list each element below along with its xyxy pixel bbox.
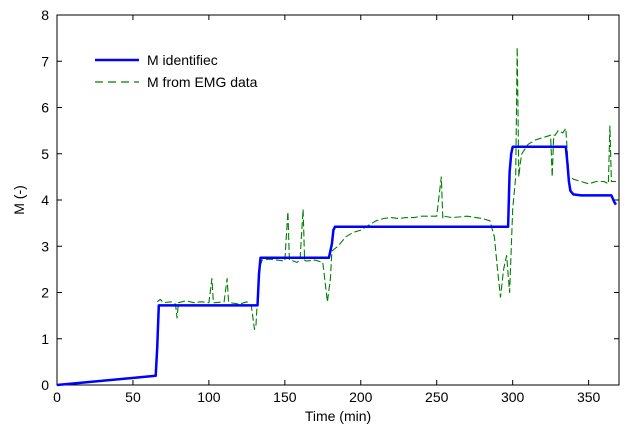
- x-tick-label: 200: [349, 389, 373, 405]
- x-tick-label: 250: [425, 389, 449, 405]
- x-axis-label: Time (min): [305, 408, 371, 424]
- y-tick-label: 4: [41, 192, 49, 208]
- x-tick-label: 350: [577, 389, 601, 405]
- series-line-m-emg: [156, 46, 616, 331]
- y-tick-label: 2: [41, 285, 49, 301]
- y-tick-label: 7: [41, 53, 49, 69]
- x-axis: 0 50 100 150 200 250 300 350: [53, 15, 601, 405]
- legend-label-solid: M identifiec: [147, 52, 218, 68]
- legend: M identifiec M from EMG data: [95, 52, 258, 90]
- series-line-m-identified: [56, 145, 618, 387]
- y-axis: 0 1 2 3 4 5 6 7 8: [41, 7, 619, 393]
- y-tick-label: 8: [41, 7, 49, 23]
- y-tick-label: 6: [41, 100, 49, 116]
- y-tick-label: 0: [41, 377, 49, 393]
- series-layer: [56, 46, 618, 387]
- y-tick-label: 3: [41, 238, 49, 254]
- plot-area: [56, 14, 620, 386]
- y-tick-label: 5: [41, 146, 49, 162]
- y-tick-label: 1: [41, 331, 49, 347]
- x-tick-label: 300: [501, 389, 525, 405]
- x-tick-label: 0: [53, 389, 61, 405]
- legend-label-dashed: M from EMG data: [147, 74, 258, 90]
- x-tick-label: 150: [273, 389, 297, 405]
- x-tick-label: 100: [197, 389, 221, 405]
- x-tick-label: 50: [125, 389, 141, 405]
- y-axis-label: M (-): [11, 185, 27, 215]
